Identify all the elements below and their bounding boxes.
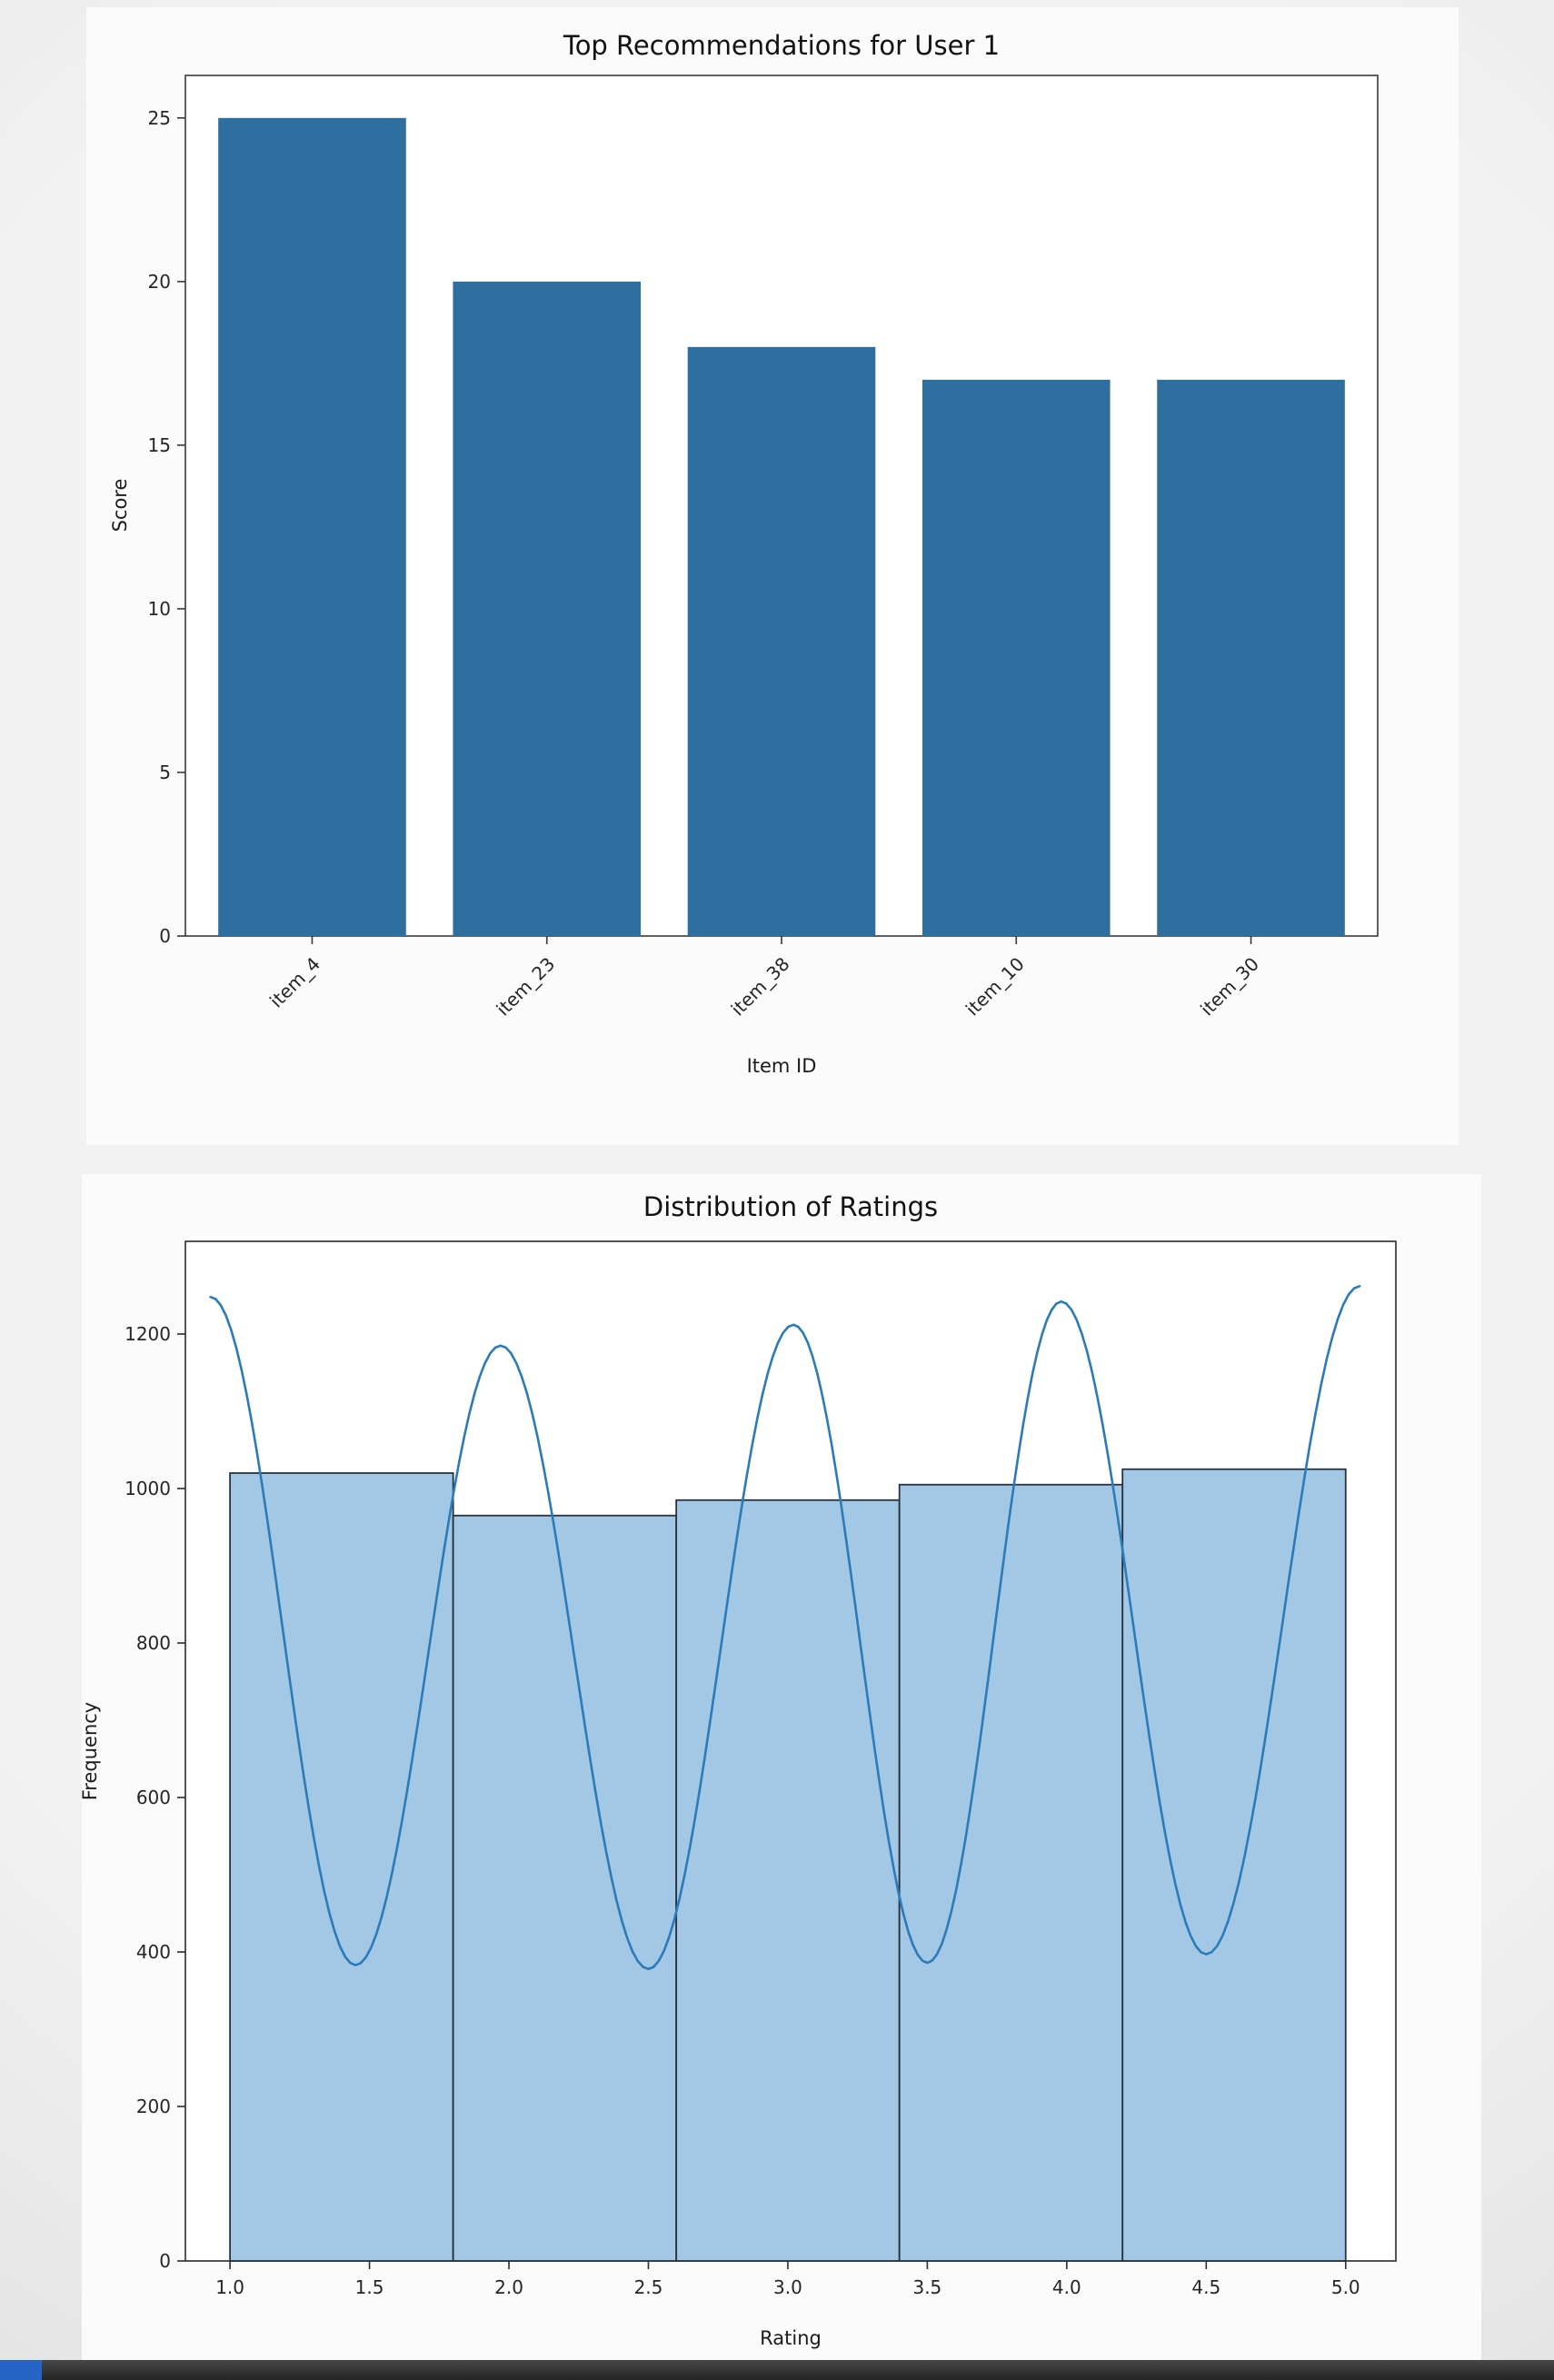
y-tick-label: 25 [148,107,171,129]
x-tick-label: 4.5 [1191,2276,1220,2298]
bar-chart-plot-area: 0 5 10 15 20 25 item_4 item_23 item_38 item_10 ite… [148,75,1379,1021]
bar-chart-y-axis-label: Score [109,479,131,533]
y-tick-label: 5 [159,762,171,783]
bar-item_38 [687,346,876,936]
bar-chart-title: Top Recommendations for User 1 [563,30,1000,61]
hist-bin-4 [1121,1468,1347,2262]
hist-bin-1 [452,1514,678,2262]
y-tick-label: 15 [148,434,171,456]
x-tick-label: 3.5 [912,2276,941,2298]
x-tick-label: 4.0 [1052,2276,1081,2298]
histogram-y-axis-label: Frequency [82,1702,101,1801]
y-tick-label: 20 [148,271,171,293]
x-tick-label: item_38 [727,953,794,1021]
x-tick-label: 1.5 [355,2276,384,2298]
hist-bin-2 [675,1499,901,2262]
y-tick-label: 0 [159,925,171,947]
y-tick-label: 10 [148,598,171,620]
x-tick-label: 3.0 [773,2276,802,2298]
x-tick-label: 1.0 [215,2276,244,2298]
x-tick-label: 2.5 [634,2276,663,2298]
taskbar [0,2360,1554,2380]
y-tick-label: 600 [136,1787,171,1808]
histogram-x-axis-label: Rating [760,2327,822,2349]
kde-curve [209,1285,1361,1971]
x-tick-label: 2.0 [494,2276,523,2298]
bar-item_23 [453,281,642,936]
bar-item_4 [218,117,406,936]
bar-chart-x-axis-label: Item ID [747,1055,817,1077]
x-tick-label: item_10 [961,953,1029,1021]
y-tick-label: 200 [136,2096,171,2117]
hist-bin-0 [229,1472,454,2262]
y-tick-label: 1200 [125,1323,171,1345]
y-tick-label: 1000 [125,1478,171,1499]
histogram-plot-area: 0 200 400 600 800 1000 1200 1.0 1.5 2.0 2.5 3.0 3.5 4… [125,1240,1397,2298]
hist-bin-3 [898,1483,1124,2262]
histogram-title: Distribution of Ratings [643,1191,938,1222]
bar-chart-canvas: 0 5 10 15 20 25 item_4 item_23 item_38 item_10 ite… [109,30,1379,1077]
y-tick-label: 800 [136,1632,171,1654]
y-tick-label: 400 [136,1941,171,1963]
y-tick-label: 0 [159,2250,171,2272]
taskbar-app-button[interactable] [0,2360,42,2380]
x-tick-label: item_30 [1196,953,1263,1021]
x-tick-label: item_23 [492,953,559,1021]
x-tick-label: item_4 [265,953,324,1012]
x-tick-label: 5.0 [1331,2276,1360,2298]
bar-chart-figure: 0 5 10 15 20 25 item_4 item_23 item_38 item_10 ite… [86,7,1459,1145]
bar-item_10 [921,379,1111,936]
histogram-canvas: 0 200 400 600 800 1000 1200 1.0 1.5 2.0 2.5 3.0 3.5 4… [82,1191,1397,2349]
histogram-figure: 0 200 400 600 800 1000 1200 1.0 1.5 2.0 2.5 3.0 3.5 4… [82,1174,1481,2360]
bar-item_30 [1157,379,1345,936]
